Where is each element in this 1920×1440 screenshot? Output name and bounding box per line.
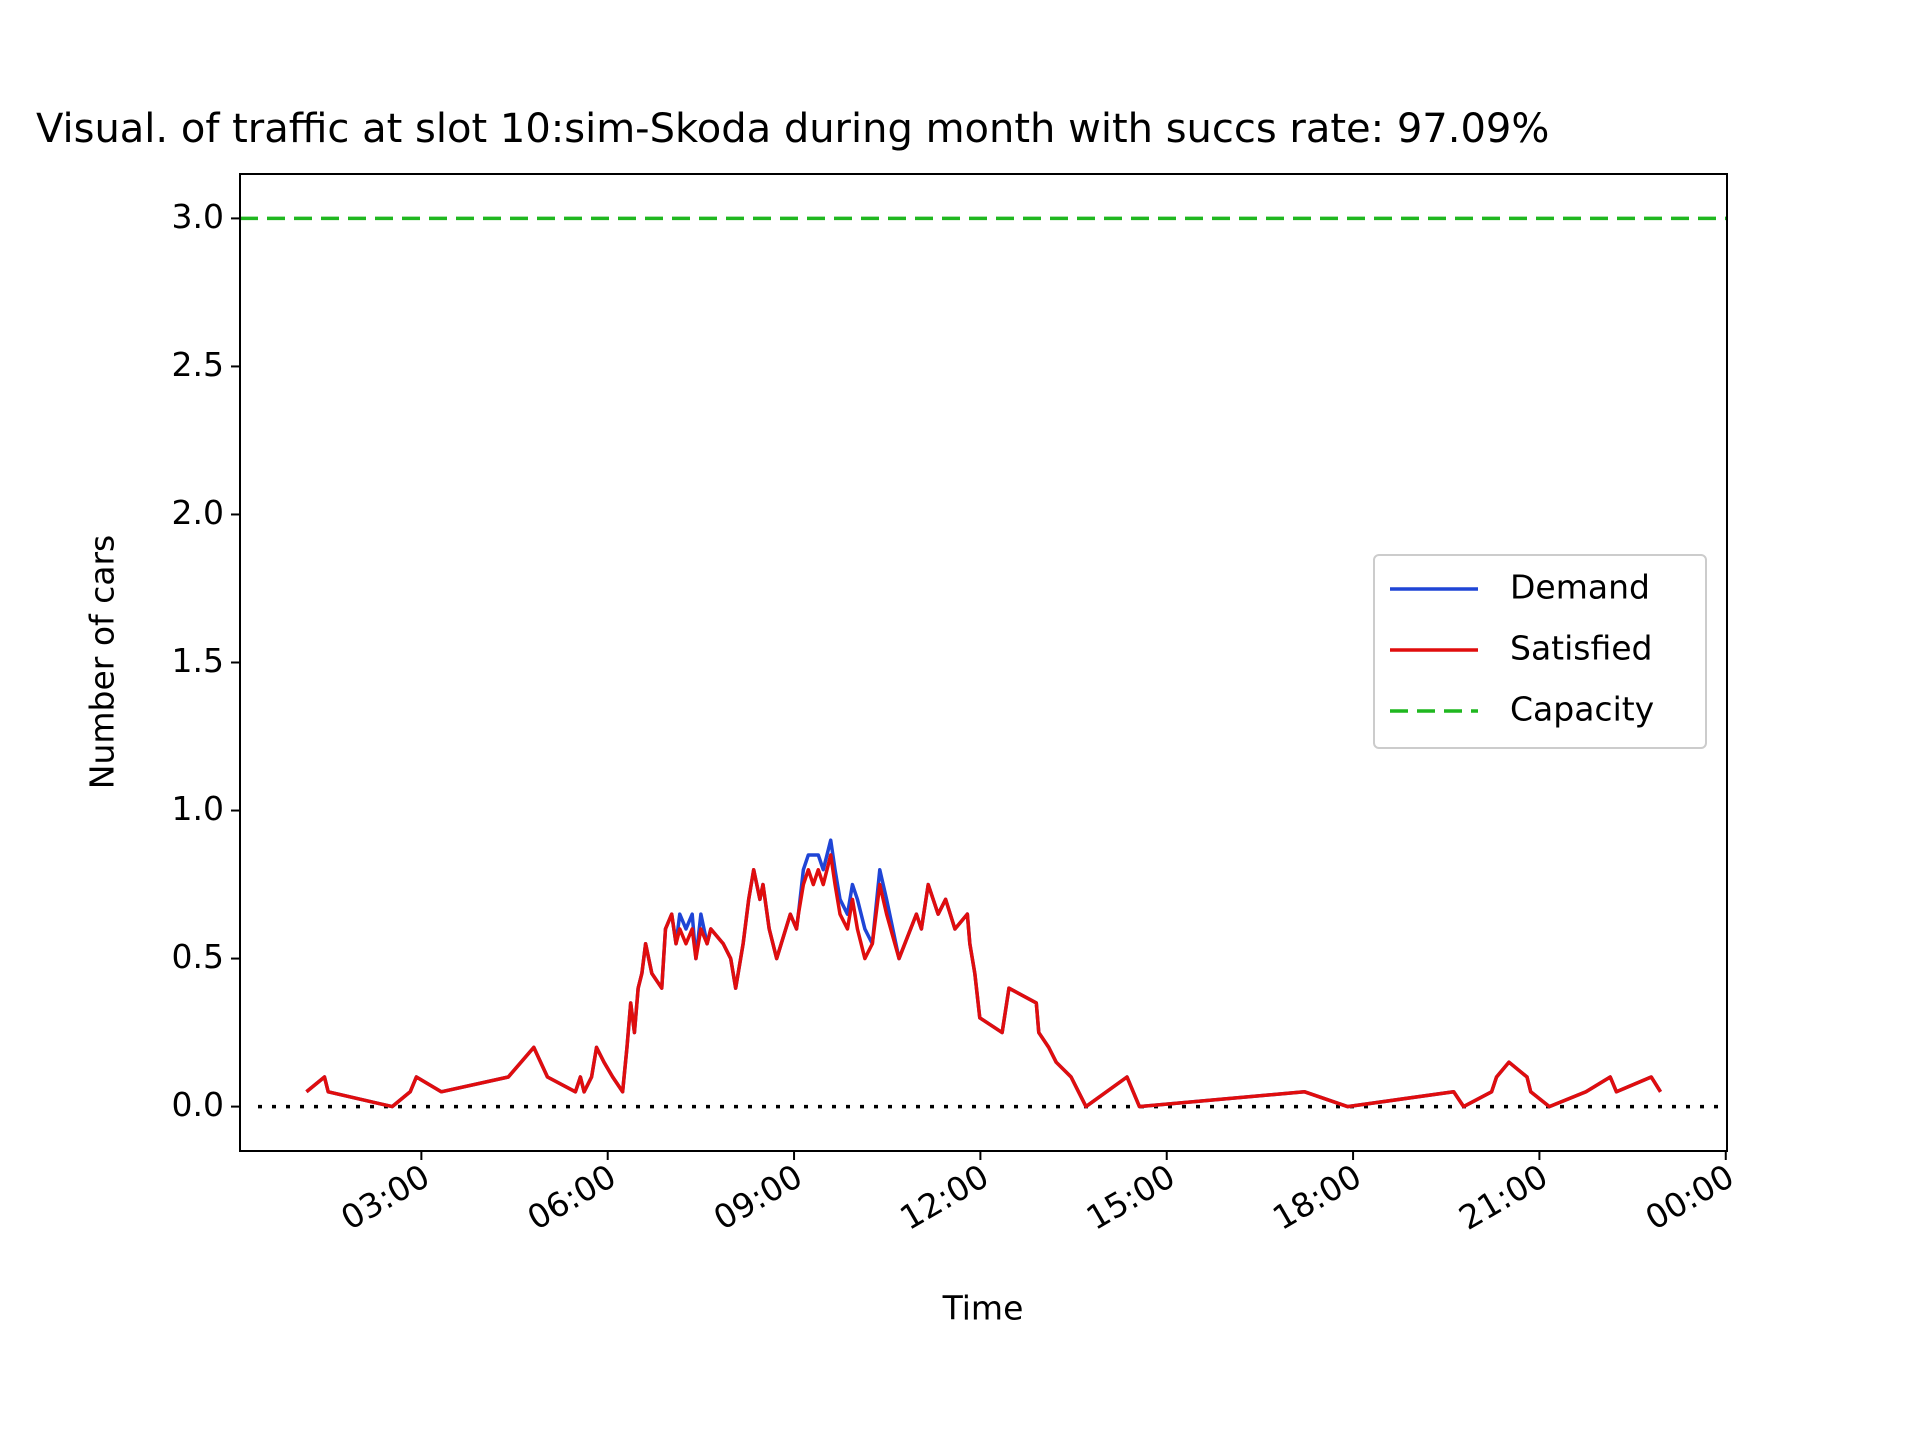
x-axis-label: Time xyxy=(942,1289,1024,1328)
legend-label: Demand xyxy=(1510,568,1650,607)
legend-box xyxy=(1373,554,1707,749)
y-axis-label: Number of cars xyxy=(83,535,122,789)
data-line xyxy=(305,853,1663,1109)
y-tick-label: 3.0 xyxy=(172,197,224,236)
chart-title: Visual. of traffic at slot 10:sim-Skoda … xyxy=(36,106,1549,152)
legend-label: Capacity xyxy=(1510,690,1654,729)
y-tick-label: 0.0 xyxy=(172,1085,224,1124)
y-tick-label: 2.0 xyxy=(172,493,224,532)
y-tick-label: 2.5 xyxy=(172,345,224,384)
legend-label: Satisfied xyxy=(1510,629,1653,668)
y-tick-label: 1.5 xyxy=(172,641,224,680)
y-tick-label: 0.5 xyxy=(172,937,224,976)
plot-frame xyxy=(239,173,1728,1152)
y-tick-label: 1.0 xyxy=(172,789,224,828)
